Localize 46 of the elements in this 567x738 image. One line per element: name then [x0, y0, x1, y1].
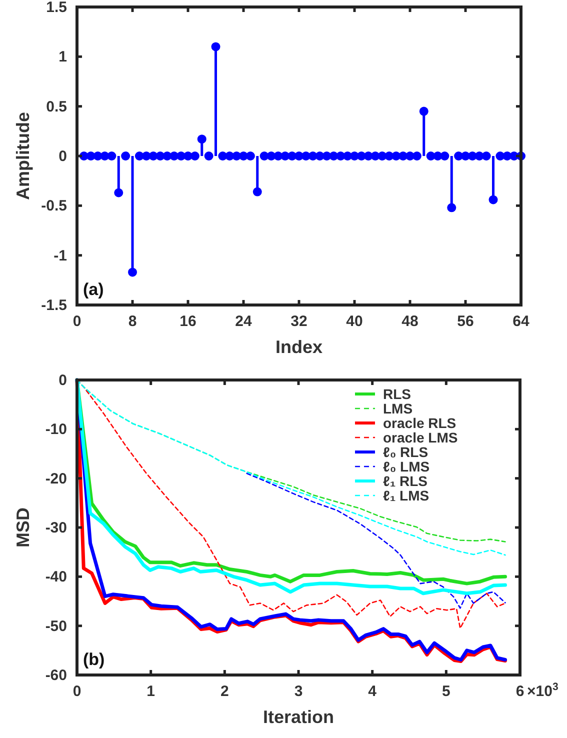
legend-label: RLS: [383, 386, 411, 402]
y-axis-title: Amplitude: [13, 112, 33, 200]
y-axis-title: MSD: [13, 508, 33, 548]
legend-label: oracle RLS: [383, 415, 456, 431]
x-tick-label: 0: [72, 313, 82, 330]
x-tick-label: 48: [402, 313, 418, 330]
annotation: (a): [83, 280, 104, 299]
y-tick-label: -40: [45, 568, 67, 586]
y-tick-label: -1: [54, 247, 67, 264]
y-tick-label: 1.5: [46, 0, 67, 16]
line-series: [246, 472, 506, 609]
legend-label: oracle LMS: [383, 430, 458, 446]
x-tick-label: 2: [220, 683, 229, 700]
x-tick-label: 0: [72, 683, 82, 700]
x-tick-label: 40: [346, 313, 363, 330]
x-tick-label: 32: [290, 313, 308, 330]
legend-label: ℓ₁ RLS: [383, 473, 428, 489]
x-tick-label: 8: [128, 313, 137, 330]
y-tick-label: 0: [58, 372, 67, 389]
y-tick-label: -0.5: [41, 198, 67, 215]
legend-label: LMS: [383, 400, 413, 416]
y-tick-label: 0: [58, 148, 67, 165]
x-tick-label: 3: [294, 683, 303, 700]
y-tick-label: -50: [45, 618, 67, 635]
x-tick-label: 4: [368, 683, 378, 700]
legend-label: ℓ₀ LMS: [383, 458, 430, 474]
y-tick-label: -60: [45, 667, 67, 684]
legend-label: ℓ₁ LMS: [383, 488, 430, 504]
x-tick-label: 56: [457, 313, 474, 330]
x-tick-label: 1: [146, 683, 156, 700]
legend-label: ℓ₀ RLS: [383, 444, 428, 460]
x-tick-label: 16: [180, 313, 196, 330]
x-tick-label: 6: [516, 683, 524, 700]
x-tick-label: 5: [442, 683, 450, 700]
y-tick-label: -30: [45, 520, 67, 536]
x-axis-title: Index: [275, 337, 323, 357]
x-tick-label: 64: [512, 313, 530, 330]
y-tick-label: -20: [45, 470, 67, 488]
annotation: (b): [83, 650, 105, 669]
text: ×10$^{3}$: [527, 681, 558, 700]
y-tick-label: 1: [58, 48, 67, 66]
x-tick-label: 24: [235, 313, 252, 330]
y-tick-label: 0.5: [46, 98, 67, 116]
y-tick-label: -1.5: [41, 297, 67, 314]
y-tick-label: -10: [45, 421, 67, 438]
x-axis-title: Iteration: [262, 707, 334, 727]
